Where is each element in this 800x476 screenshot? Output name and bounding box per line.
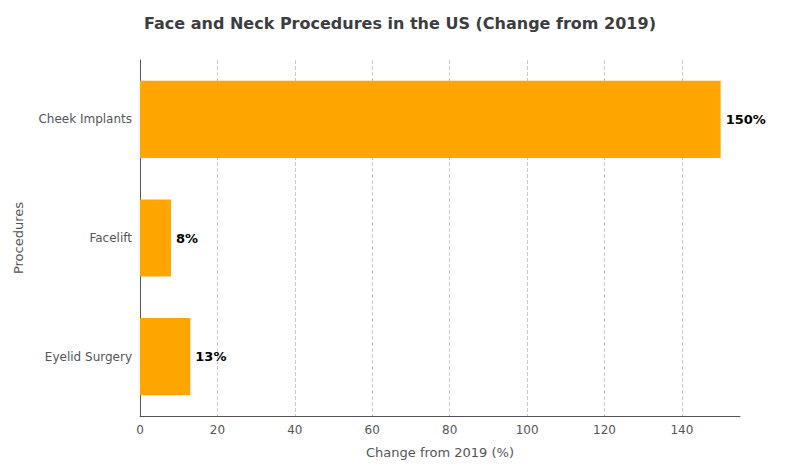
svg-text:80: 80 [442, 423, 457, 437]
svg-text:8%: 8% [176, 231, 198, 246]
svg-text:Face and Neck Procedures in th: Face and Neck Procedures in the US (Chan… [144, 14, 656, 33]
svg-text:100: 100 [516, 423, 539, 437]
svg-text:Cheek Implants: Cheek Implants [38, 112, 132, 126]
svg-text:40: 40 [287, 423, 302, 437]
svg-text:140: 140 [670, 423, 693, 437]
svg-text:0: 0 [136, 423, 144, 437]
svg-text:150%: 150% [726, 112, 766, 127]
svg-text:60: 60 [365, 423, 380, 437]
svg-text:20: 20 [210, 423, 225, 437]
svg-text:Change from 2019 (%): Change from 2019 (%) [366, 445, 514, 460]
svg-text:120: 120 [593, 423, 616, 437]
svg-text:13%: 13% [195, 349, 226, 364]
svg-text:Eyelid Surgery: Eyelid Surgery [45, 350, 132, 364]
svg-text:Facelift: Facelift [89, 231, 132, 245]
svg-text:Procedures: Procedures [11, 202, 26, 274]
